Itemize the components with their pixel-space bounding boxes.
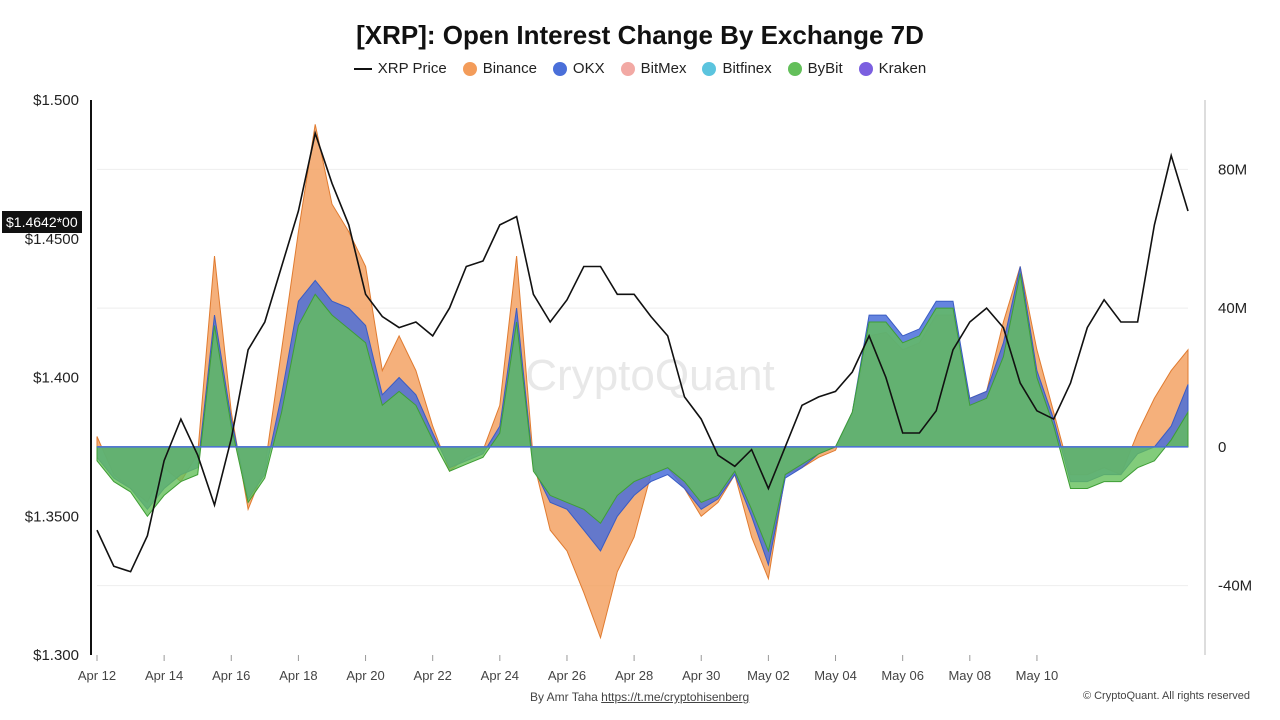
legend: XRP Price Binance OKX BitMex Bitfinex ByBit Kr… <box>0 60 1280 77</box>
left-tick-label: $1.4500 <box>25 231 79 248</box>
x-tick-label: Apr 12 <box>78 668 116 683</box>
legend-swatch <box>353 67 372 70</box>
legend-label: OKX <box>572 60 605 77</box>
legend-item-bybit[interactable]: ByBit <box>787 60 843 77</box>
right-tick-label: -40M <box>1218 578 1252 595</box>
legend-swatch <box>620 61 635 76</box>
author-prefix: By Amr Taha <box>530 690 598 704</box>
legend-swatch <box>702 61 717 76</box>
legend-label: Bitfinex <box>722 60 772 77</box>
x-tick-label: Apr 22 <box>414 668 452 683</box>
x-tick-label: Apr 30 <box>682 668 720 683</box>
left-tick-label: $1.3500 <box>25 508 79 525</box>
left-tick-label: $1.300 <box>33 647 79 664</box>
author-link[interactable]: https://t.me/cryptohisenberg <box>601 690 750 704</box>
legend-swatch <box>858 61 873 76</box>
right-tick-label: 0 <box>1218 439 1226 456</box>
x-tick-label: Apr 24 <box>481 668 519 683</box>
footer-author: By Amr Taha https://t.me/cryptohisenberg <box>530 690 749 704</box>
right-tick-label: 80M <box>1218 161 1247 178</box>
x-tick-label: May 04 <box>814 668 857 683</box>
legend-item-okx[interactable]: OKX <box>552 60 605 77</box>
legend-swatch <box>552 61 567 76</box>
x-tick-label: Apr 28 <box>615 668 653 683</box>
legend-item-binance[interactable]: Binance <box>462 60 537 77</box>
legend-item-kraken[interactable]: Kraken <box>858 60 927 77</box>
legend-label: Binance <box>482 60 537 77</box>
x-tick-label: Apr 16 <box>212 668 250 683</box>
x-tick-label: Apr 26 <box>548 668 586 683</box>
x-tick-label: May 06 <box>881 668 924 683</box>
legend-label: BitMex <box>640 60 687 77</box>
legend-label: ByBit <box>807 60 843 77</box>
x-tick-label: May 10 <box>1016 668 1059 683</box>
x-tick-label: Apr 20 <box>346 668 384 683</box>
chart-title: [XRP]: Open Interest Change By Exchange … <box>356 20 924 50</box>
x-tick-label: Apr 14 <box>145 668 183 683</box>
legend-item-xrp-price[interactable]: XRP Price <box>353 60 447 77</box>
x-tick-label: May 02 <box>747 668 790 683</box>
legend-swatch <box>462 61 477 76</box>
area-series-bybit <box>96 273 1189 553</box>
right-tick-label: 40M <box>1218 300 1247 317</box>
legend-label: Kraken <box>878 60 927 77</box>
legend-item-bitmex[interactable]: BitMex <box>620 60 687 77</box>
left-tick-label: $1.400 <box>33 370 79 387</box>
current-price-label: $1.4642*00 <box>2 211 82 233</box>
x-tick-label: Apr 18 <box>279 668 317 683</box>
footer-copyright: © CryptoQuant. All rights reserved <box>1082 690 1250 702</box>
price-line <box>96 130 1189 573</box>
legend-item-bitfinex[interactable]: Bitfinex <box>702 60 772 77</box>
watermark: CryptoQuant <box>525 351 774 400</box>
x-tick-label: May 08 <box>948 668 991 683</box>
legend-swatch <box>787 61 802 76</box>
legend-label: XRP Price <box>377 60 447 77</box>
left-tick-label: $1.500 <box>33 92 79 109</box>
